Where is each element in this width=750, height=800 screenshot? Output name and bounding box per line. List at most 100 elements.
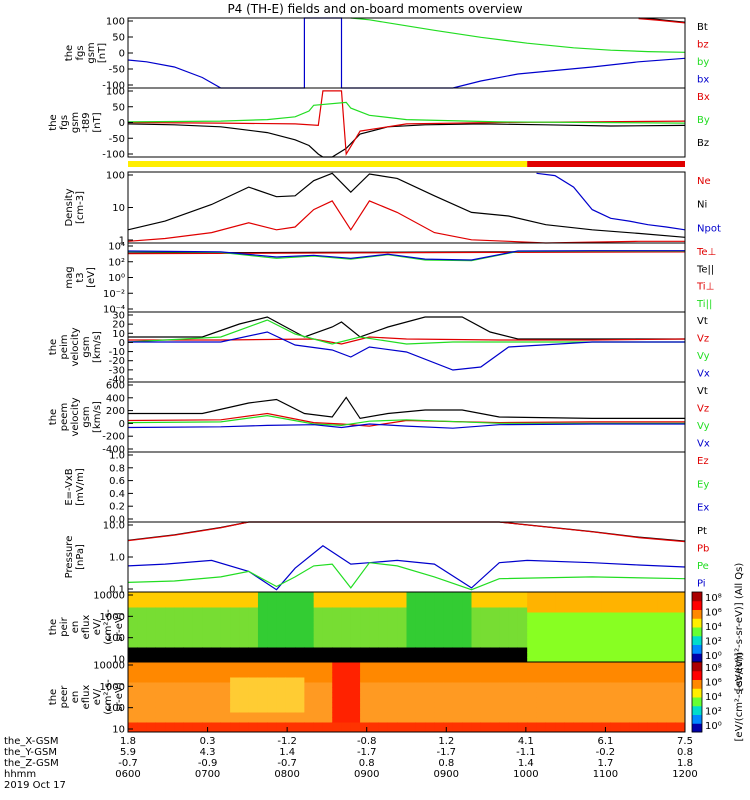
y-tick-label: 100 <box>106 703 125 714</box>
heatmap-cell <box>322 642 333 648</box>
heatmap-cell <box>647 677 658 683</box>
y-axis-label: E=-VxB <box>64 468 75 505</box>
heatmap-cell <box>350 632 361 638</box>
heatmap-cell <box>137 702 148 708</box>
heatmap-cell <box>230 682 240 688</box>
heatmap-cell <box>601 682 612 688</box>
heatmap-cell <box>601 717 612 723</box>
heatmap-cell <box>480 687 491 693</box>
heatmap-cell <box>285 702 296 708</box>
heatmap-cell <box>610 627 621 633</box>
heatmap-cell <box>573 642 584 648</box>
heatmap-cell <box>276 722 287 728</box>
heatmap-cell <box>452 617 463 623</box>
heatmap-cell <box>564 607 575 613</box>
heatmap-cell <box>387 602 398 608</box>
heatmap-cell <box>555 622 565 628</box>
heatmap-cell <box>471 642 482 648</box>
heatmap-cell <box>564 667 575 673</box>
heatmap-cell <box>573 662 584 668</box>
heatmap-cell <box>332 662 343 668</box>
heatmap-cell <box>582 697 593 703</box>
heatmap-cell <box>471 722 482 728</box>
y-tick-label: 1.0 <box>109 451 125 462</box>
heatmap-cell <box>657 612 667 618</box>
heatmap-cell <box>230 622 240 628</box>
heatmap-cell <box>257 667 268 673</box>
heatmap-cell <box>295 717 305 723</box>
y-tick-label: 1000 <box>100 612 125 623</box>
heatmap-cell <box>564 647 575 653</box>
heatmap-cell <box>239 702 250 708</box>
heatmap-cell <box>397 647 407 653</box>
heatmap-cell <box>657 662 667 668</box>
heatmap-cell <box>647 682 658 688</box>
heatmap-cell <box>610 602 621 608</box>
heatmap-cell <box>592 632 602 638</box>
heatmap-cell <box>415 607 426 613</box>
heatmap-cell <box>332 687 343 693</box>
heatmap-cell <box>313 717 324 723</box>
heatmap-cell <box>174 607 185 613</box>
heatmap-cell <box>592 637 602 643</box>
heatmap-cell <box>480 607 491 613</box>
heatmap-cell <box>629 697 640 703</box>
heatmap-cell <box>276 707 287 713</box>
heatmap-cell <box>248 612 259 618</box>
heatmap-cell <box>666 722 677 728</box>
heatmap-cell <box>378 627 389 633</box>
heatmap-cell <box>322 652 333 658</box>
heatmap-cell <box>276 662 287 668</box>
heatmap-cell <box>341 627 352 633</box>
heatmap-cell <box>220 617 231 623</box>
heatmap-cell <box>202 652 213 658</box>
heatmap-cell <box>452 647 463 653</box>
heatmap-cell <box>527 622 537 628</box>
heatmap-cell <box>443 687 454 693</box>
heatmap-cell <box>610 677 621 683</box>
heatmap-cell <box>211 632 222 638</box>
heatmap-cell <box>341 602 352 608</box>
heatmap-cell <box>276 712 287 718</box>
heatmap-cell <box>480 677 491 683</box>
heatmap-cell <box>378 677 389 683</box>
heatmap-cell <box>638 592 649 598</box>
heatmap-cell <box>341 712 352 718</box>
heatmap-cell <box>657 702 667 708</box>
heatmap-cell <box>592 627 602 633</box>
heatmap-cell <box>620 707 630 713</box>
heatmap-cell <box>211 637 222 643</box>
heatmap-cell <box>545 617 556 623</box>
heatmap-cell <box>165 607 175 613</box>
heatmap-cell <box>360 672 370 678</box>
heatmap-cell <box>146 647 157 653</box>
heatmap-cell <box>128 602 138 608</box>
heatmap-cell <box>211 647 222 653</box>
heatmap-cell <box>230 592 240 598</box>
heatmap-cell <box>517 627 528 633</box>
heatmap-cell <box>248 667 259 673</box>
heatmap-cell <box>601 617 612 623</box>
heatmap-cell <box>146 727 157 733</box>
heatmap-cell <box>341 707 352 713</box>
date-label: 2019 Oct 17 <box>4 780 66 791</box>
heatmap-cell <box>527 717 537 723</box>
heatmap-cell <box>499 607 510 613</box>
legend-Bt: Bt <box>697 22 708 33</box>
heatmap-cell <box>248 672 259 678</box>
heatmap-cell <box>638 722 649 728</box>
heatmap-cell <box>480 702 491 708</box>
heatmap-cell <box>341 727 352 733</box>
heatmap-cell <box>137 662 148 668</box>
heatmap-cell <box>555 612 565 618</box>
heatmap-cell <box>536 727 547 733</box>
heatmap-cell <box>285 592 296 598</box>
heatmap-cell <box>508 602 519 608</box>
heatmap-cell <box>304 717 315 723</box>
heatmap-cell <box>332 627 343 633</box>
heatmap-cell <box>378 652 389 658</box>
heatmap-cell <box>387 597 398 603</box>
heatmap-cell <box>415 707 426 713</box>
heatmap-cell <box>415 727 426 733</box>
heatmap-cell <box>647 687 658 693</box>
